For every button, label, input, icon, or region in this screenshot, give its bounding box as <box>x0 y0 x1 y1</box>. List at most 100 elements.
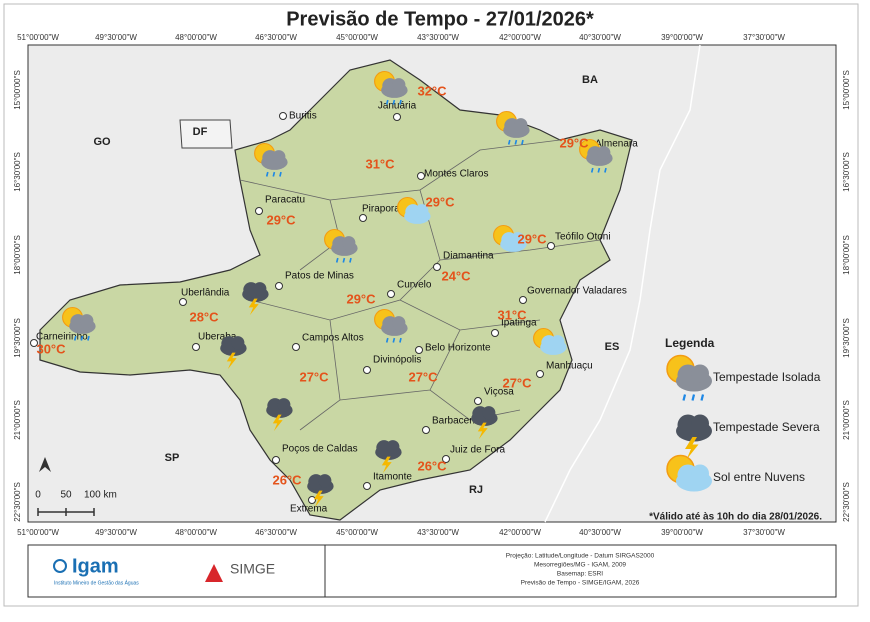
city-label: Paracatu <box>265 195 305 206</box>
city-marker <box>359 214 367 222</box>
mg-state <box>39 59 633 521</box>
city-label: Curvelo <box>397 280 432 291</box>
cloud <box>514 118 528 132</box>
city-marker <box>192 343 200 351</box>
city-marker <box>415 346 423 354</box>
temperature-label: 24°C <box>441 268 471 283</box>
weather-icon <box>397 196 431 224</box>
simge-logo: SIMGE <box>230 561 275 577</box>
city-marker <box>474 397 482 405</box>
state-label: GO <box>93 136 111 148</box>
temperature-label: 29°C <box>266 212 296 227</box>
city-label: Viçosa <box>484 387 514 398</box>
weather-icon <box>62 306 96 341</box>
weather-icon <box>579 138 613 173</box>
weather-icon <box>496 110 530 145</box>
city-marker <box>179 298 187 306</box>
legend-icon <box>666 354 712 401</box>
cloud <box>691 464 709 483</box>
weather-icon <box>254 142 288 177</box>
cloud <box>482 406 496 420</box>
temperature-label: 27°C <box>299 369 329 384</box>
longitude-label: 45°00'00"W <box>336 33 378 42</box>
legend-icon <box>666 454 712 492</box>
credit-line: Projeção: Latitude/Longitude - Datum SIR… <box>506 553 655 560</box>
cloud <box>392 78 406 92</box>
city-marker <box>363 366 371 374</box>
weather-icon <box>324 228 358 263</box>
latitude-label: 18°00'00"S <box>13 235 22 275</box>
longitude-label: 42°00'00"W <box>499 528 541 537</box>
temperature-label: 26°C <box>417 458 447 473</box>
scale-bar <box>37 508 95 516</box>
mesoregion-borders <box>239 139 601 431</box>
temperature-label: 31°C <box>497 307 527 322</box>
scale-label: 50 <box>60 490 72 501</box>
city-label: Januária <box>378 101 417 112</box>
cloud <box>318 474 332 488</box>
city-marker <box>519 296 527 304</box>
city-marker <box>272 456 280 464</box>
rain <box>335 257 352 263</box>
state-label: DF <box>193 126 208 138</box>
latitude-label: 22°30'00"S <box>13 482 22 522</box>
weather-icon <box>266 398 293 432</box>
lightning <box>272 414 283 432</box>
simge-logo-mark <box>205 564 223 582</box>
validity-note: *Válido até às 10h do dia 28/01/2026. <box>649 512 822 523</box>
cloud <box>80 314 94 328</box>
longitude-label: 45°00'00"W <box>336 528 378 537</box>
cloud <box>272 150 286 164</box>
credit-line: Previsão de Tempo - SIMGE/IGAM, 2026 <box>521 580 640 587</box>
city-marker <box>536 370 544 378</box>
title: Previsão de Tempo - 27/01/2026* <box>286 8 594 30</box>
state-label: ES <box>605 341 620 353</box>
city-label: Teófilo Otoni <box>555 232 611 243</box>
city-marker <box>491 329 499 337</box>
weather-icon <box>471 406 498 440</box>
latitude-label: 21°00'00"S <box>13 400 22 440</box>
weather-icon <box>242 282 269 316</box>
lightning <box>248 298 259 316</box>
df-outline <box>179 119 233 149</box>
state-label: BA <box>582 74 598 86</box>
city-label: Almenara <box>595 139 638 150</box>
city-marker <box>363 482 371 490</box>
temperature-label: 32°C <box>417 83 447 98</box>
city-marker <box>275 282 283 290</box>
temperature-label: 29°C <box>346 291 376 306</box>
city-label: Juiz de Fora <box>450 445 505 456</box>
longitude-label: 48°00'00"W <box>175 33 217 42</box>
weather-icon <box>374 308 408 343</box>
credit-line: Mesorregiões/MG - IGAM, 2009 <box>534 562 626 569</box>
longitude-label: 49°30'00"W <box>95 33 137 42</box>
city-label: Belo Horizonte <box>425 343 491 354</box>
city-marker <box>30 339 38 347</box>
scale-label: 100 km <box>84 490 117 501</box>
city-marker <box>292 343 300 351</box>
longitude-label: 49°30'00"W <box>95 528 137 537</box>
latitude-label: 19°30'00"S <box>13 318 22 358</box>
state-label: SP <box>165 452 180 464</box>
rain <box>507 139 524 145</box>
temperature-label: 27°C <box>408 369 438 384</box>
longitude-label: 43°30'00"W <box>417 33 459 42</box>
footer-frame <box>27 544 837 598</box>
city-label: Uberaba <box>198 332 237 343</box>
igam-logo: Igam <box>72 555 119 577</box>
rain <box>385 99 402 105</box>
legend-label: Tempestade Severa <box>713 420 820 434</box>
city-label: Pirapora <box>362 204 400 215</box>
legend-icon <box>676 414 712 460</box>
cloud <box>597 146 611 160</box>
city-label: Montes Claros <box>424 169 488 180</box>
longitude-label: 39°00'00"W <box>661 33 703 42</box>
lightning <box>381 456 392 474</box>
state-label: RJ <box>469 484 483 496</box>
city-label: Barbacena <box>432 416 481 427</box>
cloud <box>551 335 565 349</box>
longitude-label: 39°00'00"W <box>661 528 703 537</box>
longitude-label: 46°30'00"W <box>255 528 297 537</box>
legend-box: Legenda <box>665 336 715 350</box>
